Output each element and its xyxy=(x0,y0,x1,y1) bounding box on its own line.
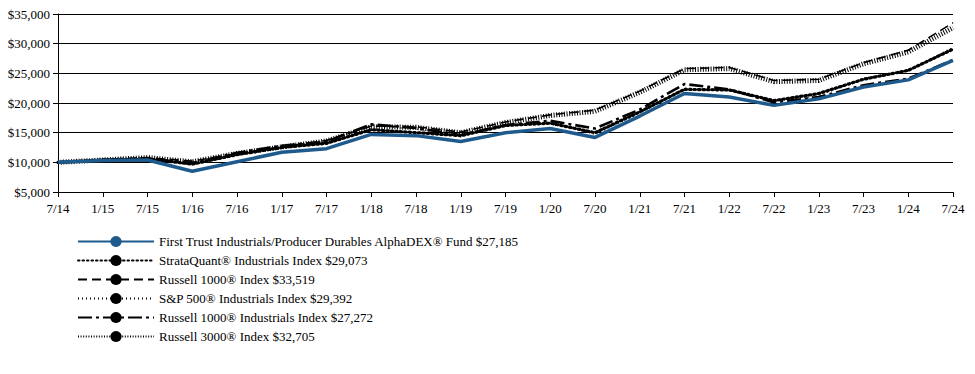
svg-text:1/18: 1/18 xyxy=(360,201,383,216)
svg-text:1/15: 1/15 xyxy=(91,201,114,216)
svg-text:7/16: 7/16 xyxy=(225,201,249,216)
svg-text:7/23: 7/23 xyxy=(852,201,875,216)
svg-text:$5,000: $5,000 xyxy=(14,185,50,200)
svg-text:7/21: 7/21 xyxy=(673,201,696,216)
svg-text:7/24: 7/24 xyxy=(941,201,965,216)
svg-text:$20,000: $20,000 xyxy=(8,96,50,111)
svg-text:$35,000: $35,000 xyxy=(8,7,50,22)
svg-text:7/18: 7/18 xyxy=(404,201,427,216)
svg-text:7/19: 7/19 xyxy=(494,201,517,216)
svg-text:1/19: 1/19 xyxy=(449,201,472,216)
svg-text:7/22: 7/22 xyxy=(762,201,785,216)
svg-text:Russell 1000® Index $33,519: Russell 1000® Index $33,519 xyxy=(159,272,315,287)
svg-text:1/22: 1/22 xyxy=(718,201,741,216)
svg-text:Russell 3000® Index $32,705: Russell 3000® Index $32,705 xyxy=(159,329,315,344)
svg-text:Russell 1000® Industrials Inde: Russell 1000® Industrials Index $27,272 xyxy=(159,310,373,325)
svg-text:1/23: 1/23 xyxy=(807,201,830,216)
svg-text:7/15: 7/15 xyxy=(136,201,159,216)
svg-text:1/17: 1/17 xyxy=(270,201,294,216)
svg-text:1/20: 1/20 xyxy=(539,201,562,216)
svg-text:$10,000: $10,000 xyxy=(8,155,50,170)
svg-text:StrataQuant® Industrials Index: StrataQuant® Industrials Index $29,073 xyxy=(159,253,367,268)
svg-text:7/14: 7/14 xyxy=(46,201,70,216)
svg-text:1/21: 1/21 xyxy=(628,201,651,216)
svg-text:First Trust Industrials/Produc: First Trust Industrials/Producer Durable… xyxy=(159,234,518,249)
svg-text:7/17: 7/17 xyxy=(315,201,339,216)
svg-text:1/24: 1/24 xyxy=(897,201,921,216)
svg-text:1/16: 1/16 xyxy=(181,201,205,216)
svg-text:$25,000: $25,000 xyxy=(8,66,50,81)
svg-text:$30,000: $30,000 xyxy=(8,36,50,51)
svg-text:7/20: 7/20 xyxy=(583,201,606,216)
svg-text:$15,000: $15,000 xyxy=(8,125,50,140)
svg-text:S&P 500® Industrials Index $29: S&P 500® Industrials Index $29,392 xyxy=(159,291,352,306)
